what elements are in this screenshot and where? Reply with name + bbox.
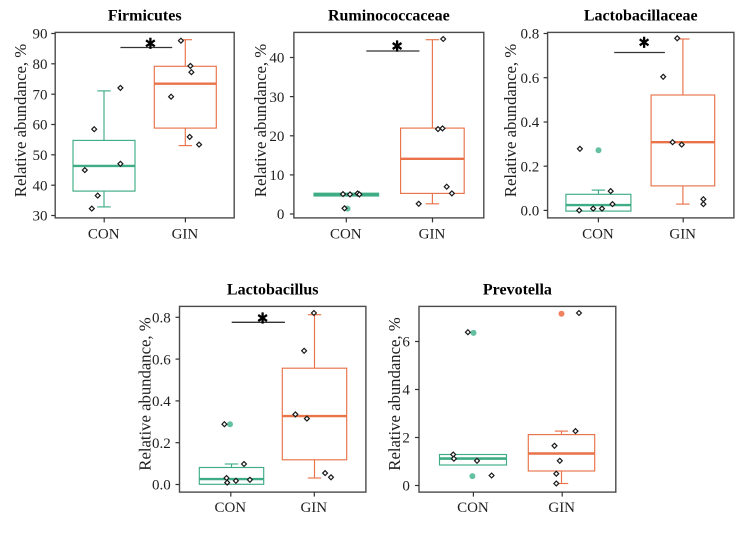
svg-text:Relative abundance, %: Relative abundance, % bbox=[11, 44, 30, 197]
svg-text:Relative abundance, %: Relative abundance, % bbox=[251, 44, 270, 197]
svg-text:CON: CON bbox=[582, 227, 614, 243]
svg-text:Relative abundance, %: Relative abundance, % bbox=[385, 317, 404, 470]
svg-text:50: 50 bbox=[33, 148, 48, 164]
svg-text:90: 90 bbox=[33, 27, 48, 43]
svg-text:CON: CON bbox=[457, 500, 489, 516]
svg-text:30: 30 bbox=[269, 90, 284, 106]
svg-text:0.0: 0.0 bbox=[152, 478, 171, 494]
svg-text:10: 10 bbox=[269, 168, 284, 184]
svg-text:70: 70 bbox=[33, 87, 48, 103]
svg-text:60: 60 bbox=[33, 118, 48, 134]
svg-text:Relative abundance, %: Relative abundance, % bbox=[501, 44, 520, 197]
svg-text:GIN: GIN bbox=[419, 227, 446, 243]
svg-text:80: 80 bbox=[33, 57, 48, 73]
svg-text:6: 6 bbox=[402, 335, 410, 351]
svg-text:40: 40 bbox=[33, 178, 48, 194]
svg-text:Lactobacillus: Lactobacillus bbox=[227, 282, 319, 299]
svg-text:GIN: GIN bbox=[172, 227, 199, 243]
svg-text:30: 30 bbox=[33, 209, 48, 225]
svg-text:GIN: GIN bbox=[300, 500, 327, 516]
svg-text:CON: CON bbox=[88, 227, 120, 243]
svg-text:0.4: 0.4 bbox=[521, 115, 540, 131]
svg-text:CON: CON bbox=[330, 227, 362, 243]
svg-text:CON: CON bbox=[214, 500, 246, 516]
svg-text:GIN: GIN bbox=[669, 227, 696, 243]
svg-text:Ruminococcaceae: Ruminococcaceae bbox=[328, 7, 450, 24]
svg-text:0: 0 bbox=[402, 479, 410, 495]
svg-text:0.4: 0.4 bbox=[152, 394, 171, 410]
svg-text:0.8: 0.8 bbox=[521, 27, 540, 43]
svg-text:GIN: GIN bbox=[548, 500, 575, 516]
svg-text:20: 20 bbox=[269, 129, 284, 145]
svg-text:Prevotella: Prevotella bbox=[483, 282, 552, 299]
svg-text:Lactobacillaceae: Lactobacillaceae bbox=[584, 7, 698, 24]
svg-text:40: 40 bbox=[269, 51, 284, 67]
svg-text:4: 4 bbox=[402, 383, 410, 399]
svg-text:0: 0 bbox=[277, 207, 285, 223]
svg-text:0.6: 0.6 bbox=[152, 352, 171, 368]
svg-text:Relative abundance, %: Relative abundance, % bbox=[136, 317, 155, 470]
svg-text:0.0: 0.0 bbox=[521, 204, 540, 220]
svg-text:Firmicutes: Firmicutes bbox=[108, 7, 182, 24]
svg-text:0.8: 0.8 bbox=[152, 311, 171, 327]
svg-text:0.2: 0.2 bbox=[152, 436, 171, 452]
svg-text:0.6: 0.6 bbox=[521, 71, 540, 87]
svg-text:2: 2 bbox=[402, 431, 410, 447]
svg-text:0.2: 0.2 bbox=[521, 159, 540, 175]
